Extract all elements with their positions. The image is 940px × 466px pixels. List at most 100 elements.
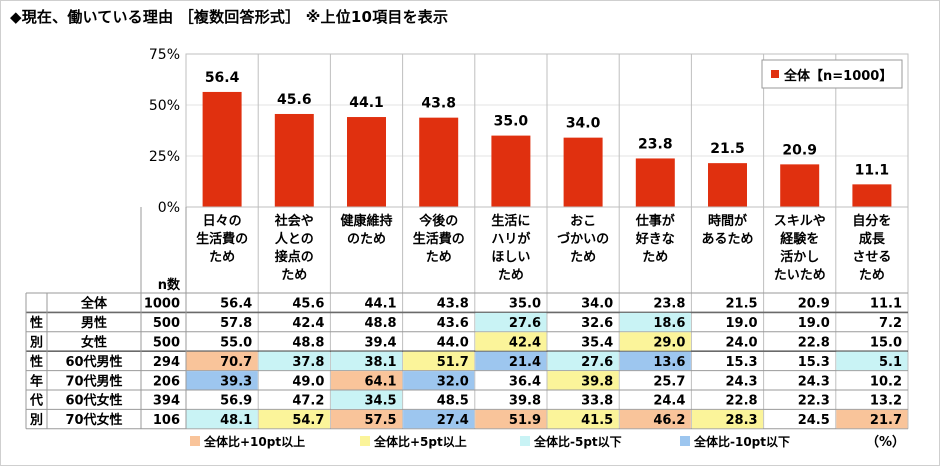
table-value: 70.7 <box>220 355 252 370</box>
table-value: 48.1 <box>220 413 252 428</box>
table-value: 22.8 <box>798 336 830 351</box>
row-n: 1000 <box>144 297 180 312</box>
category-label: ため <box>426 250 452 265</box>
table-value: 28.3 <box>726 413 758 428</box>
highlight-cell <box>258 351 330 371</box>
category-label: ため <box>209 250 235 265</box>
table-value: 48.8 <box>292 336 324 351</box>
bar <box>563 137 603 207</box>
highlight-legend-swatch <box>520 436 530 446</box>
category-label: づかいの <box>557 231 609 247</box>
bar <box>708 163 747 207</box>
table-value: 39.8 <box>509 394 541 409</box>
highlight-cell <box>403 409 475 429</box>
table-value: 56.4 <box>220 297 252 312</box>
y-tick-label: 0% <box>158 200 180 216</box>
table-value: 42.4 <box>509 336 541 351</box>
row-label: 男性 <box>81 315 107 331</box>
table-value: 27.4 <box>437 413 469 428</box>
data-label: 56.4 <box>205 70 240 86</box>
table-value: 38.1 <box>365 355 397 370</box>
table-value: 18.6 <box>653 316 685 331</box>
table-value: 13.2 <box>870 394 902 409</box>
table-value: 29.0 <box>653 336 685 351</box>
category-label: 仕事が <box>635 213 675 229</box>
table-value: 24.5 <box>798 413 830 428</box>
highlight-cell <box>475 332 547 351</box>
category-label: 生活費の <box>196 231 248 247</box>
category-label: 経験を <box>780 231 819 247</box>
highlight-cell <box>691 409 764 429</box>
row-label: 70代男性 <box>65 373 122 389</box>
n-header: n数 <box>158 277 181 293</box>
highlight-cell <box>547 409 619 429</box>
table-value: 34.5 <box>365 394 397 409</box>
highlight-cell <box>258 409 330 429</box>
table-value: 27.6 <box>581 355 613 370</box>
category-label: 健康維持 <box>340 213 392 229</box>
highlight-legend-swatch <box>680 436 690 446</box>
highlight-legend-label: 全体比-5pt以下 <box>533 434 622 449</box>
table-value: 36.4 <box>509 374 541 389</box>
table-value: 48.8 <box>365 316 397 331</box>
table-value: 32.0 <box>437 374 469 389</box>
table-value: 32.6 <box>581 316 613 331</box>
data-label: 11.1 <box>855 162 890 178</box>
table-value: 47.2 <box>292 394 324 409</box>
category-label: ため <box>570 250 596 265</box>
category-label: 接点の <box>275 249 314 265</box>
table-value: 21.5 <box>726 297 758 312</box>
category-label: ハリが <box>491 231 530 247</box>
highlight-legend-swatch <box>190 436 200 446</box>
table-value: 10.2 <box>870 374 902 389</box>
table-value: 11.1 <box>870 297 902 312</box>
table-value: 22.8 <box>726 394 758 409</box>
row-n: 500 <box>153 336 180 351</box>
data-label: 21.5 <box>710 141 745 157</box>
highlight-cell <box>330 371 403 390</box>
y-tick-label: 25% <box>149 149 180 165</box>
table-value: 34.0 <box>581 297 613 312</box>
row-label: 女性 <box>81 335 107 351</box>
highlight-cell <box>403 371 475 390</box>
table-value: 21.4 <box>509 355 541 370</box>
table-value: 27.6 <box>509 316 541 331</box>
category-label: させる <box>852 250 891 265</box>
table-value: 24.4 <box>653 394 685 409</box>
group-label: 別 <box>29 336 43 351</box>
table-value: 43.8 <box>437 297 469 312</box>
table-value: 22.3 <box>798 394 830 409</box>
y-tick-label: 50% <box>149 98 180 114</box>
category-label: たいため <box>774 268 826 283</box>
highlight-legend-label: 全体比-10pt以下 <box>693 434 790 449</box>
data-label: 45.6 <box>277 92 312 108</box>
category-label: おこ <box>570 214 596 229</box>
table-value: 19.0 <box>726 316 758 331</box>
group-label: 年 <box>30 373 43 389</box>
table-value: 41.5 <box>581 413 613 428</box>
table-value: 33.8 <box>581 394 613 409</box>
table-value: 35.4 <box>581 336 613 351</box>
table-value: 51.9 <box>509 413 541 428</box>
category-label: のため <box>347 232 386 247</box>
table-value: 57.5 <box>365 413 397 428</box>
table-value: 49.0 <box>292 374 324 389</box>
legend-label: 全体【n=1000】 <box>783 68 892 84</box>
group-label: 性 <box>30 315 43 331</box>
table-value: 35.0 <box>509 297 541 312</box>
category-label: スキルや <box>774 214 826 229</box>
table-value: 54.7 <box>292 413 324 428</box>
highlight-cell <box>330 351 403 371</box>
legend-swatch <box>771 70 779 78</box>
data-label: 20.9 <box>782 142 817 158</box>
row-label: 全体 <box>80 296 108 312</box>
row-n: 500 <box>153 316 180 331</box>
highlight-cell <box>330 409 403 429</box>
y-tick-label: 75% <box>149 47 180 63</box>
table-value: 45.6 <box>292 297 324 312</box>
bar <box>852 184 892 207</box>
category-label: 今後の <box>418 213 458 229</box>
highlight-cell <box>836 409 908 429</box>
table-value: 46.2 <box>653 413 685 428</box>
